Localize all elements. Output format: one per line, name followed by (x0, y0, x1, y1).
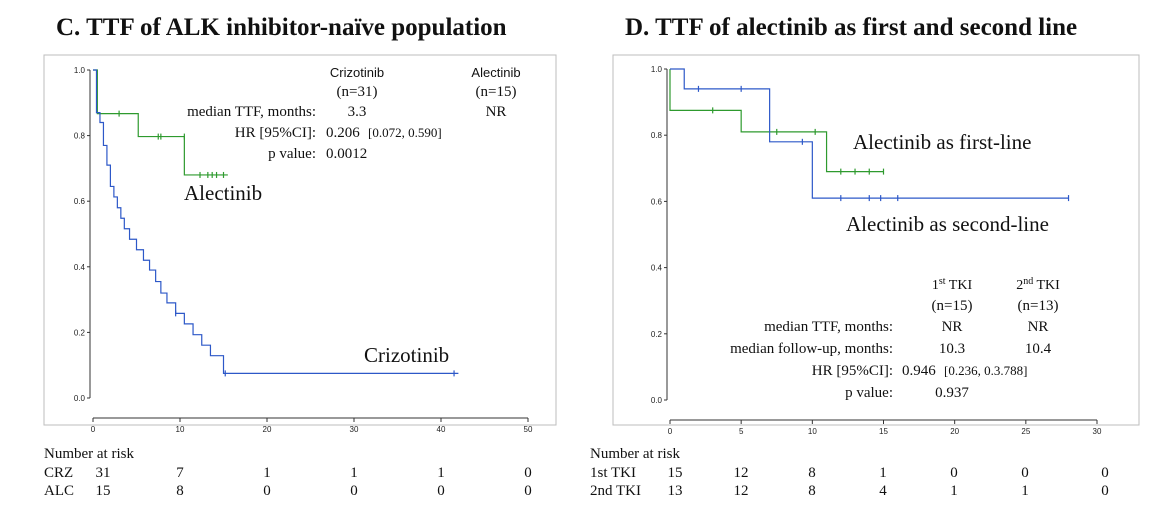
panel-c-title: C. TTF of ALK inhibitor-naïve population (56, 14, 507, 41)
p-value-label: p value: (268, 146, 316, 162)
km-curve-alectinib (93, 69, 228, 176)
x-tick-label: 10 (176, 425, 185, 434)
header-second-tki: 2nd TKI (1016, 276, 1060, 293)
risk-value: 0 (524, 483, 532, 499)
y-tick-label: 0.0 (74, 394, 86, 403)
risk-value: 12 (734, 483, 749, 499)
curve-label-first-line: Alectinib as first-line (853, 130, 1031, 154)
km-curve-alectinib-as-second-line (670, 68, 1069, 199)
risk-value: 15 (668, 465, 683, 481)
p-value: 0.0012 (326, 146, 367, 162)
median-ttf-label: median TTF, months: (764, 319, 893, 335)
median-ttf-first: NR (942, 319, 963, 335)
p-value-label: p value: (845, 385, 893, 401)
risk-value: 1 (263, 465, 271, 481)
x-tick-label: 50 (524, 425, 533, 434)
risk-table-header: Number at risk (590, 446, 680, 462)
header-crizotinib-n: (n=31) (337, 84, 378, 100)
y-tick-label: 0.2 (74, 328, 86, 337)
x-tick-label: 20 (950, 427, 959, 436)
risk-value: 8 (176, 483, 184, 499)
risk-value: 13 (668, 483, 683, 499)
risk-value: 1 (950, 483, 958, 499)
risk-value: 4 (879, 483, 887, 499)
y-tick-label: 0.8 (74, 132, 86, 141)
risk-value: 1 (350, 465, 358, 481)
header-alectinib: Alectinib (471, 65, 520, 80)
risk-value: 0 (1101, 483, 1109, 499)
curve-label-alectinib: Alectinib (184, 181, 262, 205)
y-tick-label: 0.2 (651, 330, 663, 339)
y-tick-label: 1.0 (74, 66, 86, 75)
y-tick-label: 0.0 (651, 396, 663, 405)
y-tick-label: 1.0 (651, 65, 663, 74)
x-tick-label: 30 (1093, 427, 1102, 436)
risk-row-label: 1st TKI (590, 465, 636, 481)
x-tick-label: 0 (668, 427, 673, 436)
x-tick-label: 40 (437, 425, 446, 434)
risk-value: 15 (96, 483, 111, 499)
hr-label: HR [95%CI]: (235, 125, 316, 141)
plot-frame-0 (43, 54, 557, 426)
risk-value: 12 (734, 465, 749, 481)
header-first-tki-n: (n=15) (932, 298, 973, 314)
median-ttf-crz: 3.3 (348, 104, 367, 120)
hr-value: 0.946 (902, 363, 936, 379)
risk-value: 8 (808, 465, 816, 481)
x-tick-label: 10 (808, 427, 817, 436)
hr-ci: [0.236, 0.3.788] (944, 363, 1027, 378)
median-ttf-alc: NR (486, 104, 507, 120)
risk-value: 0 (950, 465, 958, 481)
x-tick-label: 5 (739, 427, 744, 436)
x-tick-label: 25 (1021, 427, 1030, 436)
median-followup-first: 10.3 (939, 341, 965, 357)
header-crizotinib: Crizotinib (330, 65, 384, 80)
x-tick-label: 20 (263, 425, 272, 434)
risk-value: 31 (96, 465, 111, 481)
y-tick-label: 0.4 (74, 263, 86, 272)
x-tick-label: 15 (879, 427, 888, 436)
median-ttf-second: NR (1028, 319, 1049, 335)
median-ttf-label: median TTF, months: (187, 104, 316, 120)
risk-value: 0 (524, 465, 532, 481)
risk-table-header: Number at risk (44, 446, 134, 462)
risk-value: 0 (263, 483, 271, 499)
curve-label-second-line: Alectinib as second-line (846, 212, 1049, 236)
risk-value: 0 (1101, 465, 1109, 481)
plot-frame-1 (612, 54, 1140, 426)
curve-label-crizotinib: Crizotinib (364, 343, 449, 367)
x-tick-label: 30 (350, 425, 359, 434)
risk-value: 1 (437, 465, 445, 481)
y-tick-label: 0.6 (74, 197, 86, 206)
risk-value: 1 (1021, 483, 1029, 499)
km-curve-alectinib-as-first-line (669, 69, 884, 173)
hr-label: HR [95%CI]: (812, 363, 893, 379)
risk-value: 8 (808, 483, 816, 499)
y-tick-label: 0.6 (651, 197, 663, 206)
header-first-tki: 1st TKI (932, 276, 973, 293)
risk-value: 0 (350, 483, 358, 499)
risk-value: 0 (437, 483, 445, 499)
risk-row-label: CRZ (44, 465, 73, 481)
risk-value: 1 (879, 465, 887, 481)
median-followup-second: 10.4 (1025, 341, 1052, 357)
risk-value: 7 (176, 465, 184, 481)
median-followup-label: median follow-up, months: (730, 341, 893, 357)
x-tick-label: 0 (91, 425, 96, 434)
risk-row-label: 2nd TKI (590, 483, 641, 499)
y-tick-label: 0.8 (651, 131, 663, 140)
panel-d-title: D. TTF of alectinib as first and second … (625, 14, 1078, 41)
p-value: 0.937 (935, 385, 969, 401)
risk-value: 0 (1021, 465, 1029, 481)
km-curve-crizotinib (93, 69, 459, 374)
header-second-tki-n: (n=13) (1018, 298, 1059, 314)
y-tick-label: 0.4 (651, 264, 663, 273)
hr-value: 0.206 (326, 125, 360, 141)
hr-ci: [0.072, 0.590] (368, 125, 442, 140)
risk-row-label: ALC (44, 483, 74, 499)
header-alectinib-n: (n=15) (476, 84, 517, 100)
